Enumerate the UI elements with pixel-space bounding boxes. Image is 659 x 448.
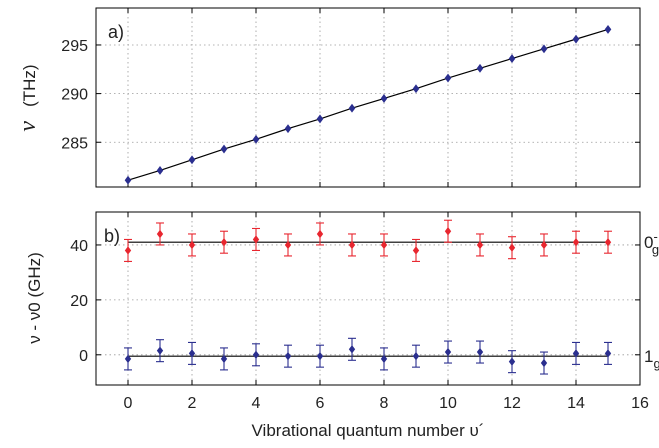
data-point-b: [508, 357, 516, 366]
data-point-b: [412, 246, 420, 255]
x-tick-label: 6: [316, 395, 325, 412]
data-point-b: [572, 237, 580, 247]
y-tick-label: 20: [70, 293, 88, 310]
panel-a-series: [124, 24, 612, 185]
panel-b-grid: [96, 212, 641, 385]
panel-b-series-labels: 0-g 1g: [644, 229, 659, 371]
data-point-b: [124, 246, 132, 255]
x-tick-label: 10: [439, 395, 457, 412]
x-tick-label: 2: [188, 395, 197, 412]
data-point-a: [508, 54, 516, 64]
data-point-b: [604, 237, 612, 247]
data-point-b: [508, 243, 516, 252]
data-point-a: [412, 84, 420, 94]
data-point-b: [188, 240, 196, 250]
data-point-a: [604, 24, 612, 34]
panel-b-frame: [95, 211, 641, 386]
data-point-b: [156, 229, 164, 239]
data-point-b: [380, 240, 388, 250]
data-point-b: [156, 346, 164, 355]
panel-a: 285 290 295 a) ν (THz): [15, 7, 641, 188]
data-point-a: [476, 63, 484, 73]
data-point-b: [284, 351, 292, 361]
x-tick-label: 16: [631, 395, 649, 412]
data-point-a: [380, 94, 388, 103]
data-point-b: [380, 354, 388, 364]
x-tick-label: 12: [503, 395, 521, 412]
panel-b-label: b): [104, 226, 120, 246]
panel-a-frame: [95, 7, 641, 188]
data-point-b: [476, 347, 484, 357]
data-point-b: [444, 347, 452, 357]
data-point-b: [476, 240, 484, 250]
data-point-a: [348, 103, 356, 113]
y-tick-label: 40: [70, 238, 88, 255]
data-point-b: [604, 349, 612, 358]
data-point-b: [252, 350, 260, 360]
data-point-b: [316, 351, 324, 361]
panel-a-grid: [96, 8, 641, 187]
y-tick-label: 0: [79, 348, 88, 365]
y-tick-label: 285: [61, 135, 88, 152]
y-tick-label: 295: [61, 38, 88, 55]
data-point-b: [316, 229, 324, 239]
data-point-b: [540, 240, 548, 250]
svg-text:ν(THz): ν (THz): [15, 64, 41, 131]
data-point-a: [572, 34, 580, 44]
panel-b: 0 2 4 6 8 10 12 14 16 0 20 40 b) ν - ν0 (GHz) Vibra…: [25, 211, 659, 440]
panel-a-ticks: 285 290 295: [61, 8, 641, 187]
series-label-1: 1g: [644, 347, 659, 371]
series-label-0: 0-g: [644, 229, 659, 257]
data-point-b: [540, 358, 548, 368]
panel-b-series: [124, 219, 612, 375]
y-tick-label: 290: [61, 87, 88, 104]
panel-b-ylabel: ν - ν0 (GHz): [25, 252, 44, 344]
data-point-b: [252, 235, 260, 244]
data-point-a: [220, 144, 228, 154]
x-tick-label: 4: [252, 395, 261, 412]
data-point-a: [124, 175, 132, 185]
data-point-a: [188, 155, 196, 165]
data-point-b: [412, 351, 420, 361]
panel-b-ticks: 0 2 4 6 8 10 12 14 16 0 20 40: [70, 212, 649, 412]
data-point-b: [188, 349, 196, 358]
x-tick-label: 14: [567, 395, 585, 412]
x-axis-label: Vibrational quantum number υ´: [252, 421, 485, 440]
x-tick-label: 0: [124, 395, 133, 412]
data-point-a: [252, 134, 260, 144]
data-point-a: [540, 44, 548, 54]
data-point-b: [348, 345, 356, 354]
data-point-a: [444, 73, 452, 83]
data-point-b: [220, 237, 228, 247]
data-point-b: [348, 240, 356, 250]
data-point-a: [284, 124, 292, 134]
data-point-b: [444, 226, 452, 236]
panel-a-label: a): [108, 22, 124, 42]
data-point-b: [572, 349, 580, 358]
x-tick-label: 8: [380, 395, 389, 412]
ylabel-a-symbol: ν: [15, 121, 41, 132]
data-point-b: [284, 240, 292, 250]
ylabel-a-unit: (THz): [20, 64, 39, 106]
data-point-a: [316, 114, 324, 124]
data-point-b: [124, 354, 132, 364]
panel-a-ylabel: ν (THz): [15, 64, 41, 131]
data-point-a: [156, 166, 164, 175]
series-a-line: [127, 28, 609, 181]
data-point-b: [220, 354, 228, 364]
